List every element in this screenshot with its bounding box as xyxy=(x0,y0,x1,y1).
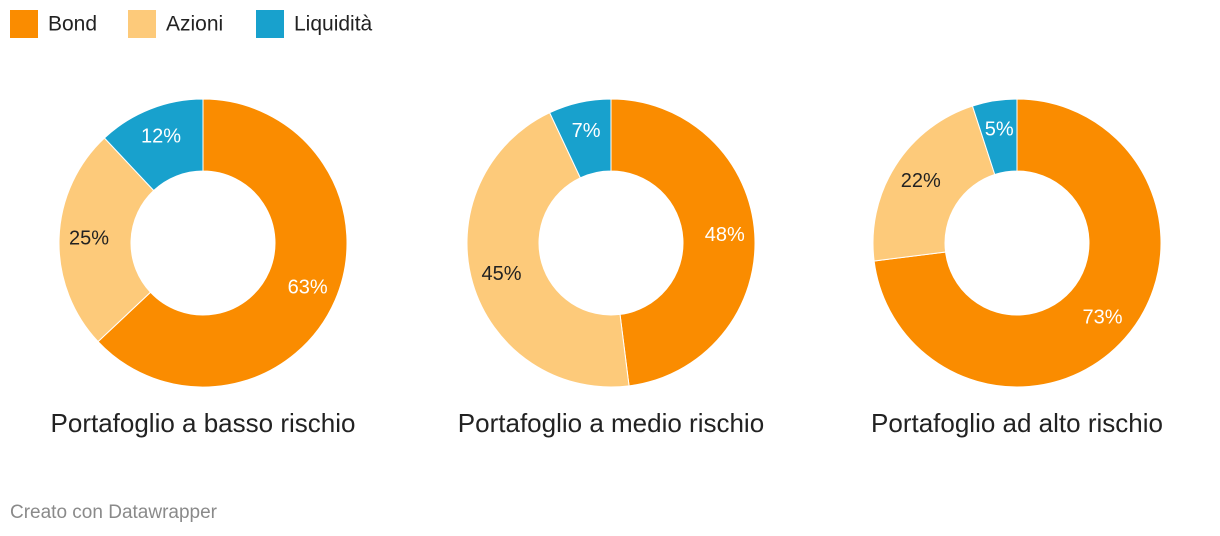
slice-label: 63% xyxy=(288,277,328,299)
chart-title: Portafoglio a medio rischio xyxy=(458,408,764,438)
legend-label: Bond xyxy=(48,13,97,36)
slice xyxy=(97,98,348,388)
legend-swatch xyxy=(128,10,156,38)
legend-label: Azioni xyxy=(166,13,223,36)
slice xyxy=(971,98,1018,176)
slice xyxy=(549,98,612,179)
chart-title: Portafoglio ad alto rischio xyxy=(871,408,1163,438)
slice xyxy=(58,137,155,343)
slice xyxy=(873,98,1162,388)
slice-label: 22% xyxy=(901,170,941,192)
credit: Creato con Datawrapper xyxy=(10,502,218,523)
slice-label: 5% xyxy=(985,119,1014,141)
slice xyxy=(610,98,756,387)
legend-swatch xyxy=(256,10,284,38)
chart-title: Portafoglio a basso rischio xyxy=(51,408,356,438)
legend-label: Liquidità xyxy=(294,13,373,36)
slice-label: 25% xyxy=(69,228,109,250)
slice-label: 45% xyxy=(482,263,522,285)
slice xyxy=(103,98,204,192)
slice-label: 7% xyxy=(572,120,601,142)
slice-label: 48% xyxy=(705,224,745,246)
slice xyxy=(466,112,630,388)
slice-label: 12% xyxy=(141,125,181,147)
slice-label: 73% xyxy=(1082,307,1122,329)
legend-swatch xyxy=(10,10,38,38)
slice xyxy=(872,105,996,262)
